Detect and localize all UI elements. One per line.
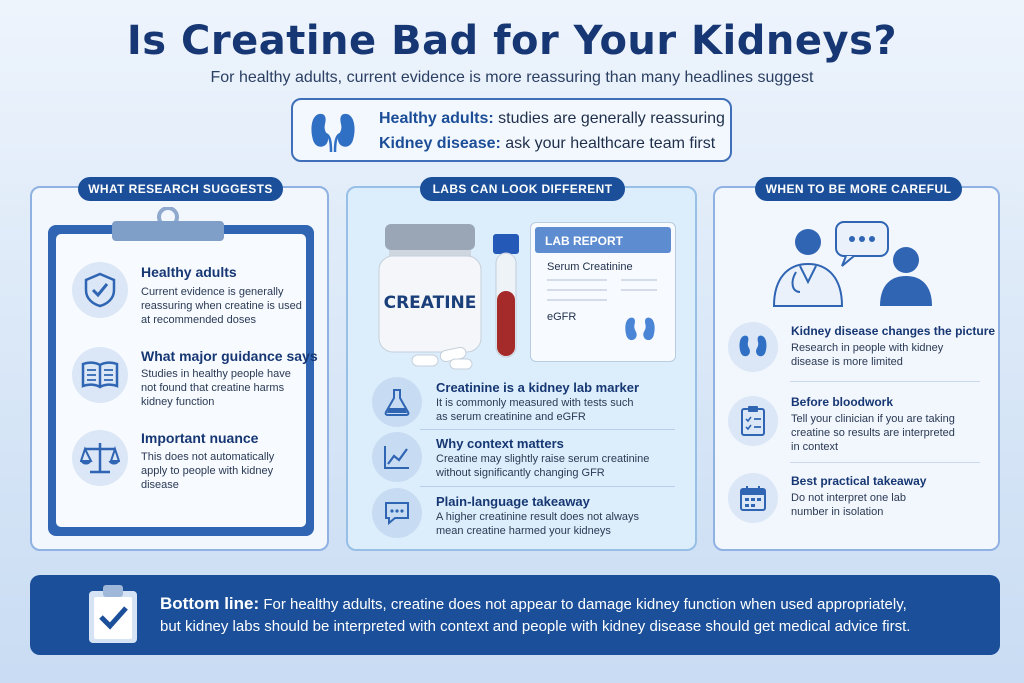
jar-label: CREATINE [384, 293, 477, 313]
calendar-icon [728, 473, 778, 523]
right-item-1-text: Research in people with kidney disease i… [791, 342, 944, 368]
left-item-2-heading: What major guidance says [141, 348, 318, 364]
speech-bubble-icon [372, 488, 422, 538]
bottom-line-banner: Bottom line: For healthy adults, creatin… [30, 575, 1000, 655]
lab-report-egfr: eGFR [547, 311, 577, 323]
kidneys-icon [311, 113, 355, 153]
scales-icon [72, 430, 128, 486]
pills-icon [411, 346, 473, 370]
creatine-jar-icon: CREATINE [378, 224, 482, 353]
bottom-line-label: Bottom line: [160, 594, 260, 613]
left-item-2-text: Studies in healthy people have not found… [141, 368, 291, 408]
summary-line-healthy: Healthy adults: studies are generally re… [379, 110, 725, 127]
right-item-2-text: Tell your clinician if you are taking cr… [791, 413, 955, 453]
mid-item-2-text: Creatine may slightly raise serum creati… [436, 453, 650, 479]
left-item-1-text: Current evidence is generally reassuring… [141, 286, 302, 326]
flask-icon [372, 377, 422, 427]
page-subtitle: For healthy adults, current evidence is … [210, 69, 814, 86]
lab-report-serum: Serum Creatinine [547, 261, 633, 273]
lab-report-title: LAB REPORT [535, 227, 671, 253]
summary-line-kidney: Kidney disease: ask your healthcare team… [379, 135, 716, 152]
right-item-1-heading: Kidney disease changes the picture [791, 324, 996, 338]
clipboard-clip-icon [112, 207, 224, 241]
left-item-3-heading: Important nuance [141, 430, 259, 446]
lab-report-card: LAB REPORT Serum Creatinine eGFR [530, 222, 676, 362]
clipboard-check-icon [89, 585, 137, 643]
trend-chart-icon [372, 432, 422, 482]
left-item-3-text: This does not automatically apply to peo… [141, 451, 275, 491]
report-kidneys-icon [625, 317, 655, 341]
doctor-patient-icon [772, 221, 932, 307]
kidneys-icon [728, 322, 778, 372]
shield-check-icon [72, 262, 128, 318]
right-item-3-text: Do not interpret one lab number in isola… [791, 492, 906, 518]
mid-item-2-heading: Why context matters [436, 436, 564, 451]
checklist-icon [728, 396, 778, 446]
summary-box: Healthy adults: studies are generally re… [291, 98, 732, 162]
research-tag: WHAT RESEARCH SUGGESTS [78, 177, 283, 201]
blood-tube-icon [493, 234, 519, 358]
mid-item-3-heading: Plain-language takeaway [436, 494, 590, 509]
mid-item-1-text: It is commonly measured with tests such … [436, 397, 634, 423]
page-title: Is Creatine Bad for Your Kidneys? [126, 18, 898, 64]
labs-tag: LABS CAN LOOK DIFFERENT [420, 177, 625, 201]
mid-item-1-heading: Creatinine is a kidney lab marker [436, 380, 640, 395]
right-item-2-heading: Before bloodwork [791, 395, 894, 409]
right-item-3-heading: Best practical takeaway [791, 474, 927, 488]
open-book-icon [72, 347, 128, 403]
mid-item-3-text: A higher creatinine result does not alwa… [436, 511, 640, 537]
careful-tag: WHEN TO BE MORE CAREFUL [755, 177, 962, 201]
left-item-1-heading: Healthy adults [141, 264, 237, 280]
bottom-line-text: Bottom line: For healthy adults, creatin… [160, 594, 911, 635]
